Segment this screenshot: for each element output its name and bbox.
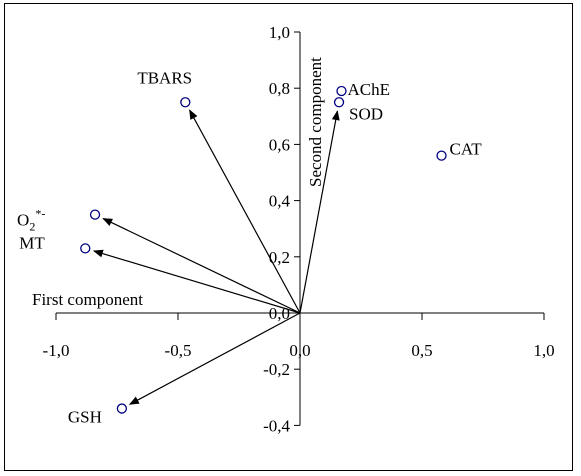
label-gsh: GSH — [68, 408, 102, 427]
point-mt — [80, 243, 91, 254]
point-sod — [333, 97, 345, 108]
label-mt: MT — [19, 233, 45, 252]
arrow-mt — [92, 249, 301, 314]
point-cat — [436, 150, 447, 161]
label-o2: O2*- — [17, 207, 45, 234]
x-tick-label: 0,0 — [289, 341, 310, 360]
arrow-sod — [299, 110, 340, 314]
arrow-tbars — [189, 109, 301, 314]
x-tick-label: -0,5 — [165, 341, 192, 360]
y-tick-label: 0,6 — [269, 135, 290, 154]
arrow-o2 — [102, 218, 301, 314]
label-cat: CAT — [450, 140, 483, 159]
y-tick-label: 0,2 — [269, 248, 290, 267]
x-tick-label: 0,5 — [411, 341, 432, 360]
arrow-gsh — [128, 312, 301, 405]
point-gsh — [116, 403, 128, 414]
x-tick-label: 1,0 — [533, 341, 554, 360]
chart-frame — [4, 3, 573, 471]
y-tick-label: -0,2 — [263, 360, 290, 379]
x-tick-label: -1,0 — [43, 341, 70, 360]
label-ache: AChE — [347, 80, 390, 99]
y-tick-label: 0,4 — [269, 192, 291, 211]
x-axis-title: First component — [32, 290, 143, 309]
y-tick-label: -0,4 — [263, 416, 290, 435]
point-o2 — [89, 209, 101, 220]
point-tbars — [180, 97, 191, 108]
axes: -1,0 -0,5 0,0 0,5 1,01,00,80,60,40,20,0-0,2-… — [43, 23, 555, 435]
label-sod: SOD — [349, 104, 383, 123]
loading-arrows — [92, 109, 340, 405]
y-tick-label: 1,0 — [269, 23, 290, 42]
variable-labels: TBARS AChE SOD CAT O2*-MT GSH — [17, 68, 482, 426]
y-axis-title: Second component — [306, 57, 325, 187]
y-tick-label: 0,8 — [269, 79, 290, 98]
loading-points — [80, 85, 447, 414]
label-tbars: TBARS — [137, 68, 192, 87]
point-ache — [336, 85, 347, 97]
